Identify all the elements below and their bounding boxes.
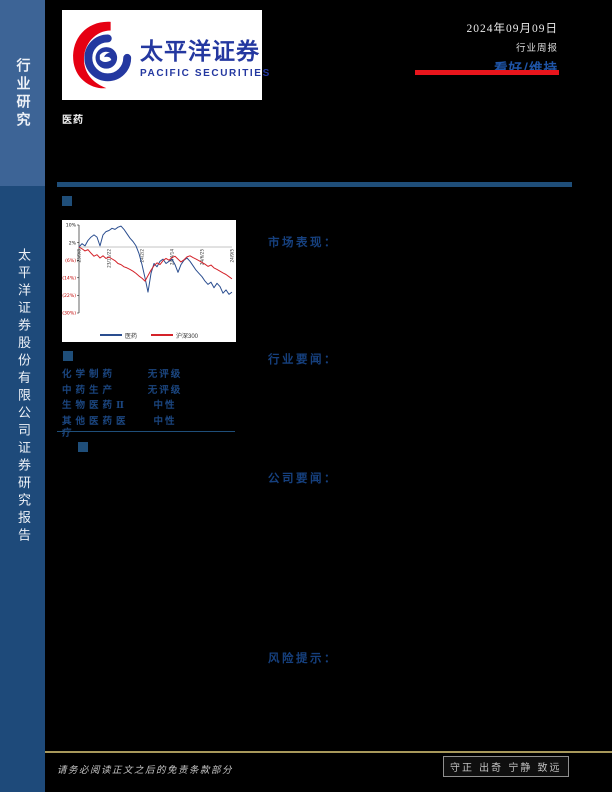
subindustry-rating: 无评级 <box>147 384 183 396</box>
svg-text:24/2/2: 24/2/2 <box>140 249 145 263</box>
subindustry-rating: 中性 <box>153 415 177 427</box>
sidebar-bottom-band <box>0 186 45 792</box>
section-bullet-icon <box>78 442 88 452</box>
table-underline <box>57 431 235 432</box>
pacific-securities-swirl-icon <box>73 21 132 89</box>
footer-motto: 守正 出奇 宁静 致远 <box>443 756 569 777</box>
report-type: 行业周报 <box>515 44 558 54</box>
sidebar-company-label: 太平洋证券股份有限公司证券研究报告 <box>15 248 30 546</box>
subindustry-name: 其他医药医疗 <box>62 415 130 439</box>
chart-legend: 医药 沪深300 <box>62 327 236 343</box>
section-title-industry-news: 行业要闻： <box>268 352 338 366</box>
section-title-company-news: 公司要闻： <box>268 471 338 485</box>
subindustry-name: 生物医药Ⅱ <box>62 400 129 411</box>
legend-item-csi300: 沪深300 <box>151 331 198 340</box>
section-bullet-icon <box>62 196 72 206</box>
svg-text:24/4/14: 24/4/14 <box>170 249 175 265</box>
subindustry-rating: 中性 <box>153 400 177 411</box>
line-chart-canvas: 10% 2% (6%) (14%) (22%) (30%) 23/9/8 23/11/22 24… <box>62 223 235 317</box>
svg-text:(30%): (30%) <box>62 311 76 317</box>
rating-underline-bar <box>415 70 559 75</box>
svg-text:24/6/25: 24/6/25 <box>200 249 205 265</box>
report-meta: 2024年09月09日 行业周报 看好/维持 <box>467 20 559 77</box>
subindustry-rating: 无评级 <box>147 369 183 380</box>
section-title-risk: 风险提示： <box>268 651 338 665</box>
svg-text:24/9/5: 24/9/5 <box>230 249 235 263</box>
company-logo: 太平洋证券 PACIFIC SECURITIES <box>62 10 269 100</box>
svg-text:23/9/8: 23/9/8 <box>77 249 82 263</box>
table-row: 其他医药医疗 中性 <box>62 416 214 440</box>
svg-text:23/11/22: 23/11/22 <box>107 249 112 268</box>
report-date: 2024年09月09日 <box>466 23 558 35</box>
section-bullet-icon <box>63 351 73 361</box>
sidebar-top-band <box>0 0 45 186</box>
table-row: 中药生产 无评级 <box>62 385 214 397</box>
csi300-line-swatch <box>151 334 173 336</box>
section-title-market: 市场表现： <box>268 235 338 249</box>
section-divider-bar <box>57 182 572 187</box>
svg-text:(22%): (22%) <box>62 293 76 299</box>
legend-label: 沪深300 <box>176 333 199 340</box>
logo-title-en: PACIFIC SECURITIES <box>140 67 271 79</box>
legend-item-pharma: 医药 <box>99 331 137 340</box>
svg-text:2%: 2% <box>69 240 77 246</box>
table-row: 化学制药 无评级 <box>62 369 214 381</box>
table-row: 生物医药Ⅱ 中性 <box>62 400 214 412</box>
industry-name-label: 医药 <box>62 115 84 126</box>
subindustry-name: 中药生产 <box>62 384 117 396</box>
footer-divider <box>45 751 612 753</box>
svg-text:(6%): (6%) <box>65 258 76 264</box>
logo-title-cn: 太平洋证券 <box>140 37 260 64</box>
market-performance-chart: 10% 2% (6%) (14%) (22%) (30%) 23/9/8 23/11/22 24… <box>62 220 236 342</box>
svg-text:10%: 10% <box>66 223 77 229</box>
sidebar-category-label: 行业研究 <box>14 58 31 130</box>
subindustry-ratings-table: 化学制药 无评级 中药生产 无评级 生物医药Ⅱ 中性 其他医药医疗 中性 <box>62 369 214 443</box>
subindustry-name: 化学制药 <box>62 369 117 380</box>
footer-disclaimer: 请务必阅读正文之后的免责条款部分 <box>57 765 234 776</box>
left-sidebar: 行业研究 太平洋证券股份有限公司证券研究报告 <box>0 0 45 792</box>
legend-label: 医药 <box>124 333 137 340</box>
svg-text:(14%): (14%) <box>62 276 76 282</box>
pharma-line-swatch <box>99 334 122 336</box>
